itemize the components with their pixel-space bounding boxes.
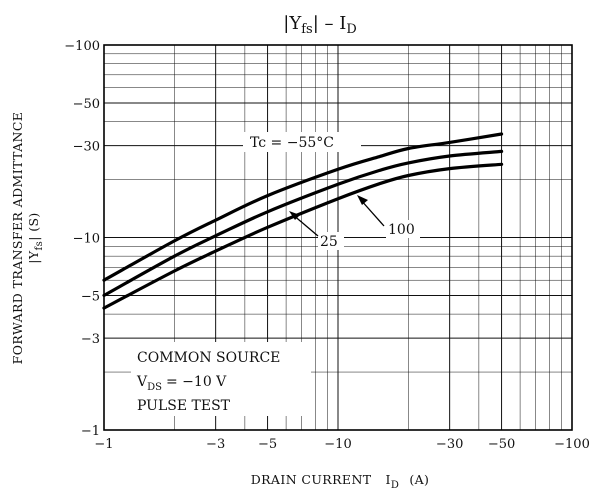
y-tick-labels: −1 −3 −5 −10 −30 −50 −100 bbox=[64, 39, 100, 439]
y-tick-label: −30 bbox=[73, 140, 100, 155]
label-25-annotation: 25 bbox=[289, 211, 344, 250]
y-tick-label: −100 bbox=[64, 39, 100, 54]
y-tick-label: −3 bbox=[81, 332, 100, 347]
y-axis-label: FORWARD TRANSFER ADMITTANCE |Yfs| (S) bbox=[10, 112, 45, 365]
plot-frame bbox=[103, 44, 573, 431]
tc-annotation: Tc = −55°C bbox=[243, 132, 361, 152]
svg-text:COMMON SOURCE: COMMON SOURCE bbox=[137, 350, 280, 366]
x-axis-label: DRAIN CURRENT ID (A) bbox=[251, 472, 430, 491]
x-tick-label: −100 bbox=[554, 437, 590, 452]
series-curves bbox=[102, 132, 504, 310]
svg-text:VDS= −10 V: VDS = −10 V bbox=[136, 374, 227, 393]
svg-text:|Yfs| (S): |Yfs| (S) bbox=[26, 212, 45, 263]
series-line-100 bbox=[102, 162, 504, 310]
series-line-tc-minus55 bbox=[102, 132, 504, 282]
x-tick-labels: −1 −3 −5 −10 −30 −50 −100 bbox=[94, 437, 589, 452]
test-conditions-box: COMMON SOURCE VDS = −10 V PULSE TEST bbox=[131, 342, 311, 416]
y-tick-label: −50 bbox=[73, 97, 100, 112]
x-tick-label: −1 bbox=[94, 437, 113, 452]
svg-text:25: 25 bbox=[320, 234, 338, 250]
svg-text:Tc = −55°C: Tc = −55°C bbox=[250, 135, 334, 151]
svg-text:FORWARD TRANSFER ADMITTANCE: FORWARD TRANSFER ADMITTANCE bbox=[10, 112, 25, 365]
series-line-25 bbox=[102, 149, 504, 297]
x-tick-label: −30 bbox=[436, 437, 463, 452]
label-100-annotation: 100 bbox=[357, 195, 420, 238]
x-tick-label: −3 bbox=[206, 437, 225, 452]
x-tick-label: −10 bbox=[324, 437, 351, 452]
y-tick-label: −10 bbox=[73, 232, 100, 247]
chart-title: |Yfs| – ID bbox=[283, 13, 357, 37]
y-tick-label: −1 bbox=[81, 424, 100, 439]
svg-text:100: 100 bbox=[388, 222, 415, 238]
svg-text:PULSE TEST: PULSE TEST bbox=[137, 398, 231, 414]
x-tick-label: −50 bbox=[488, 437, 515, 452]
x-tick-label: −5 bbox=[258, 437, 277, 452]
y-tick-label: −5 bbox=[81, 289, 100, 304]
